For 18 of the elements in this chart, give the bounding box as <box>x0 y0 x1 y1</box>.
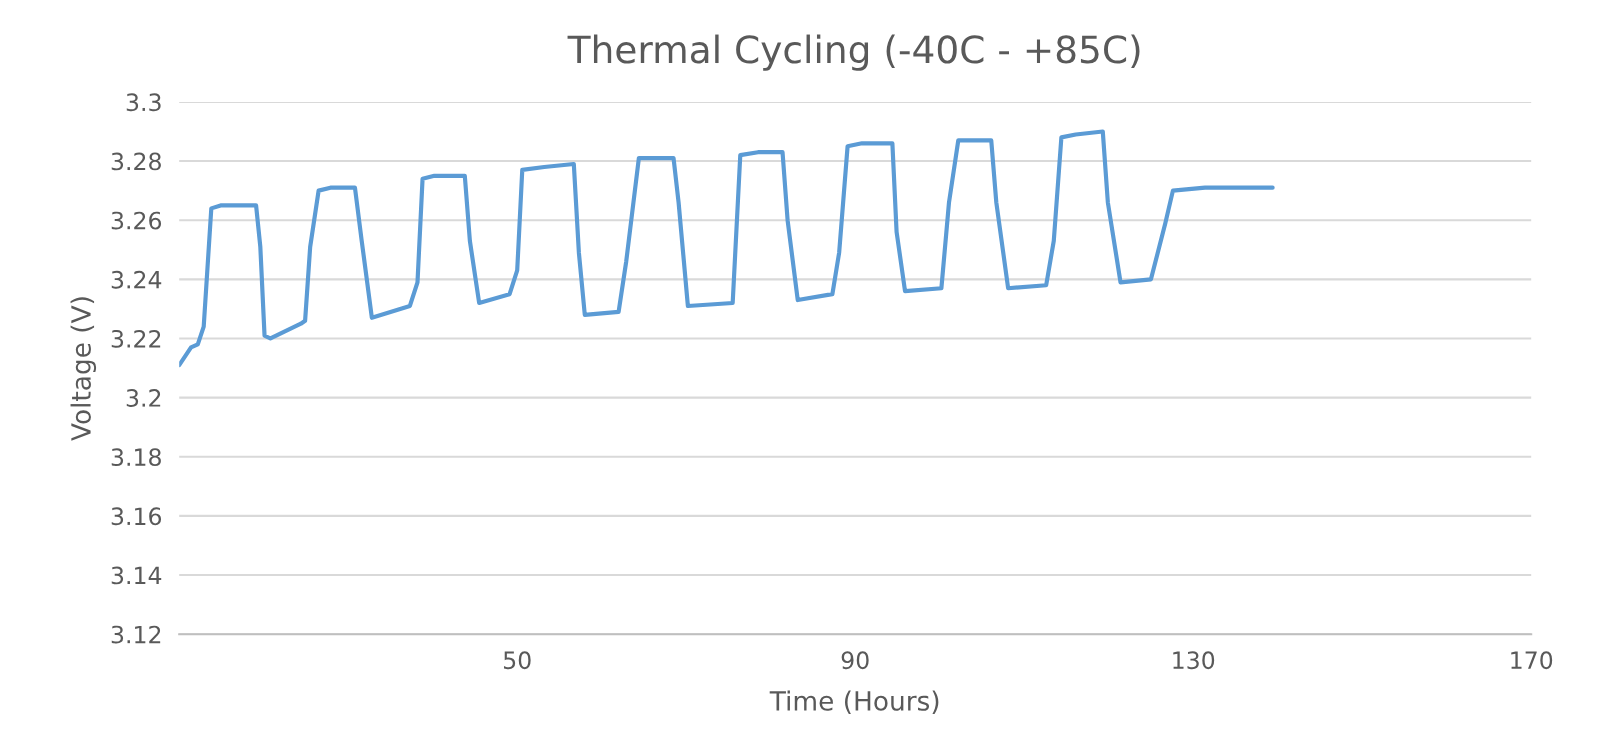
y-tick-label: 3.22 <box>111 329 161 348</box>
y-tick-label: 3.16 <box>111 507 162 526</box>
y-tick-label: 3.2 <box>126 389 161 407</box>
x-tick-label: 170 <box>1511 651 1553 670</box>
y-tick-label: 3.14 <box>111 566 162 585</box>
y-tick-label: 3.3 <box>126 93 161 112</box>
y-tick-label: 3.12 <box>111 625 161 644</box>
line-series <box>179 129 1275 368</box>
y-tick-label: 3.24 <box>111 270 162 289</box>
y-tick-label: 3.28 <box>111 152 161 171</box>
x-axis-title: Time (Hours) <box>769 690 939 714</box>
y-tick-label: 3.26 <box>111 211 162 230</box>
x-tick-label: 50 <box>504 651 531 670</box>
y-tick-label: 3.18 <box>111 448 161 467</box>
x-tick-label: 90 <box>841 651 869 670</box>
chart-title: Thermal Cycling (-40C - +85C) <box>567 34 1140 71</box>
y-axis-title: Voltage (V) <box>70 297 97 441</box>
x-tick-label: 130 <box>1173 651 1215 670</box>
